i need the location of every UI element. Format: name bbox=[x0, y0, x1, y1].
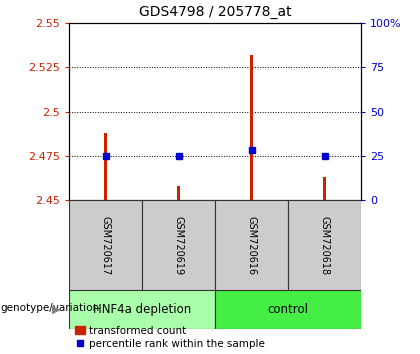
Bar bbox=[69, 200, 142, 290]
Text: GSM720619: GSM720619 bbox=[174, 216, 184, 275]
Text: GSM720618: GSM720618 bbox=[320, 216, 330, 275]
Legend: transformed count, percentile rank within the sample: transformed count, percentile rank withi… bbox=[74, 326, 265, 349]
Text: GSM720616: GSM720616 bbox=[247, 216, 257, 275]
Bar bbox=[323, 177, 326, 200]
Bar bbox=[288, 200, 361, 290]
Bar bbox=[142, 200, 215, 290]
Bar bbox=[177, 186, 180, 200]
Bar bbox=[215, 200, 288, 290]
Text: genotype/variation: genotype/variation bbox=[0, 303, 99, 313]
Text: ▶: ▶ bbox=[52, 305, 61, 315]
Bar bbox=[69, 290, 215, 329]
Text: control: control bbox=[268, 303, 309, 316]
Title: GDS4798 / 205778_at: GDS4798 / 205778_at bbox=[139, 5, 291, 19]
Text: HNF4a depletion: HNF4a depletion bbox=[93, 303, 192, 316]
Bar bbox=[215, 290, 361, 329]
Text: GSM720617: GSM720617 bbox=[101, 216, 111, 275]
Bar bbox=[250, 55, 253, 200]
Bar bbox=[104, 133, 107, 200]
